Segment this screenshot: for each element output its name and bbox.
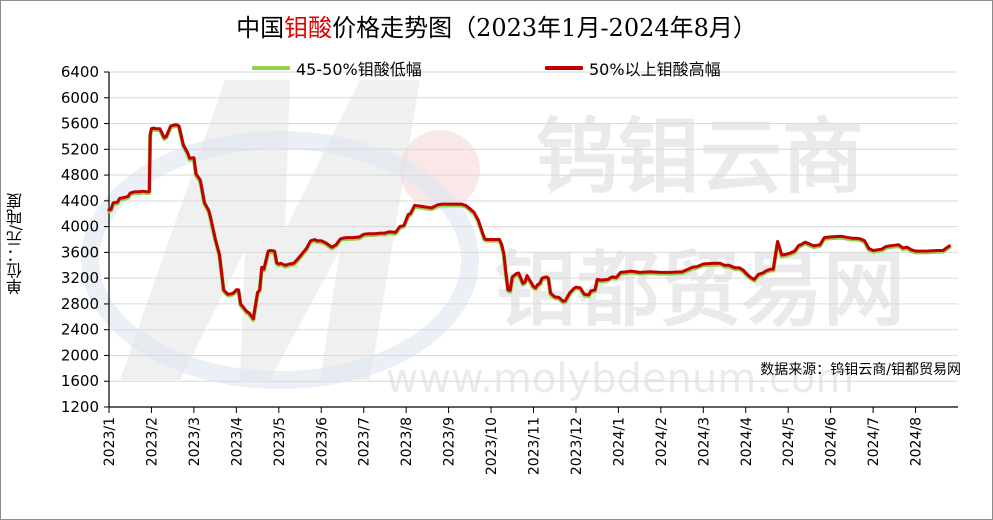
x-tick-label: 2023/2 [144,417,160,466]
title-part: 钼酸 [284,14,333,42]
x-tick-label: 2024/3 [696,417,712,466]
watermark-text: www.molybdenum.com [386,356,855,402]
x-tick-label: 2023/8 [399,417,415,466]
y-tick-label: 1600 [61,372,99,390]
x-tick-label: 2024/1 [611,417,627,466]
y-tick-label: 4800 [61,166,99,184]
series-lines [107,123,952,322]
x-tick-label: 2024/6 [824,417,840,466]
x-tick-label: 2023/7 [357,417,373,466]
axes [108,72,958,413]
y-tick-label: 3200 [61,269,99,287]
x-tick-label: 2023/5 [272,417,288,466]
y-tick-label: 6400 [61,63,99,81]
legend-item-low: 45-50%钼酸低幅 [252,56,422,80]
source-note: 数据来源：钨钼云商/钼都贸易网 [760,362,961,378]
title-part: 中国 [236,14,285,42]
y-tick-label: 1200 [61,398,99,416]
x-tick-label: 2023/6 [314,417,330,466]
legend-swatch-low [252,66,290,70]
x-tick-label: 2023/1 [102,417,118,466]
y-tick-label: 4400 [61,192,99,210]
watermark-text: 钼都贸易网 [495,243,905,338]
y-tick-labels: 1200 1600 2000 2400 2800 3200 3600 4000 4400 4800… [61,63,99,416]
chart-title: 中国钼酸价格走势图（2023年1月-2024年8月） [0,8,993,43]
x-tick-label: 2023/3 [187,417,203,466]
x-tick-label: 2024/8 [909,417,925,466]
x-tick-label: 2024/7 [866,417,882,466]
x-tick-label: 2024/2 [654,417,670,466]
title-part: 价格走势图（2023年1月-2024年8月） [332,14,757,42]
x-tick-labels: 2023/1 2023/2 2023/3 2023/4 2023/5 2023/6 2023… [102,417,925,475]
legend-label-high: 50%以上钼酸高幅 [589,60,721,79]
y-tick-label: 3600 [61,243,99,261]
legend-swatch-high [545,66,583,70]
x-tick-label: 2023/9 [442,417,458,466]
watermark-logo-ring [81,131,479,389]
legend-item-high: 50%以上钼酸高幅 [545,56,721,80]
y-tick-label: 4000 [61,218,99,236]
x-tick-label: 2024/5 [781,417,797,466]
y-tick-label: 2400 [61,321,99,339]
legend-label-low: 45-50%钼酸低幅 [296,60,422,79]
x-tick-label: 2024/4 [739,417,755,466]
y-tick-label: 2000 [61,346,99,364]
y-tick-label: 6000 [61,89,99,107]
x-tick-label: 2023/4 [229,417,245,466]
y-tick-label: 5200 [61,140,99,158]
watermark-logo-m [120,80,420,380]
watermark-logo-dot [400,130,480,210]
legend: 45-50%钼酸低幅 50%以上钼酸高幅 [0,56,993,80]
watermark-text: 钨钼云商 [536,110,864,205]
x-tick-label: 2023/11 [527,417,543,475]
y-axis-label: 单位：元/吨度 [6,193,25,295]
y-tick-label: 5600 [61,115,99,133]
series-line-high [107,123,951,321]
x-tick-label: 2023/10 [484,417,500,475]
y-tick-label: 2800 [61,295,99,313]
x-tick-label: 2023/12 [569,417,585,475]
